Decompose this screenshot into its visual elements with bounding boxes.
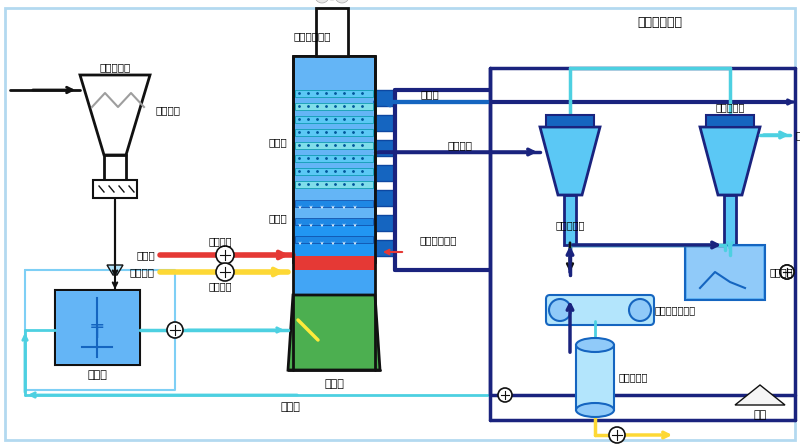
Polygon shape (107, 265, 123, 275)
Text: 石膏: 石膏 (754, 410, 766, 420)
Text: 循环水: 循环水 (280, 402, 300, 412)
Ellipse shape (576, 338, 614, 352)
Polygon shape (735, 385, 785, 405)
Bar (375, 140, 395, 156)
Text: 回收水箱: 回收水箱 (770, 267, 794, 277)
Text: 工业水: 工业水 (421, 89, 439, 99)
Circle shape (780, 265, 794, 279)
Bar (375, 115, 395, 131)
Bar (375, 165, 395, 181)
Bar (104, 155, 126, 180)
Text: 增压风机: 增压风机 (208, 236, 232, 246)
Text: 除雾器: 除雾器 (268, 137, 287, 147)
Text: 氧化风机: 氧化风机 (208, 281, 232, 291)
Text: 废水旋流器: 废水旋流器 (715, 102, 745, 112)
Bar (293, 56, 375, 262)
Text: 石膏浆液: 石膏浆液 (447, 140, 473, 150)
Bar (375, 90, 395, 106)
Bar (295, 168, 373, 175)
Bar (546, 115, 594, 127)
Bar (295, 218, 373, 225)
Text: 吸收塔: 吸收塔 (324, 379, 344, 389)
Polygon shape (540, 127, 600, 195)
Circle shape (216, 246, 234, 264)
Circle shape (315, 0, 329, 3)
Polygon shape (288, 295, 380, 370)
Bar (55, 290, 140, 365)
Bar (56, 291, 139, 364)
Bar (687, 247, 763, 298)
Text: 石膏旋流器: 石膏旋流器 (555, 220, 585, 230)
Bar (375, 215, 395, 231)
Circle shape (629, 299, 651, 321)
Bar (295, 90, 373, 97)
Bar (685, 245, 765, 300)
Bar (295, 103, 373, 110)
Text: ₸: ₸ (90, 322, 103, 342)
Text: 废水: 废水 (795, 130, 800, 140)
Text: 喷淋层: 喷淋层 (268, 213, 287, 223)
Bar (295, 181, 373, 188)
Bar (576, 345, 614, 410)
Bar (375, 240, 395, 256)
Polygon shape (700, 127, 760, 195)
Text: 真空皮带脱水机: 真空皮带脱水机 (655, 305, 696, 315)
Text: 氧化空气: 氧化空气 (130, 267, 155, 277)
Bar (295, 129, 373, 136)
Bar (295, 116, 373, 123)
Circle shape (167, 322, 183, 338)
FancyBboxPatch shape (546, 295, 654, 325)
Circle shape (335, 0, 349, 3)
Bar (724, 195, 736, 245)
Bar (293, 270, 375, 295)
Text: 制浆箱: 制浆箱 (87, 370, 107, 380)
Circle shape (498, 388, 512, 402)
Circle shape (549, 299, 571, 321)
Ellipse shape (576, 403, 614, 417)
Bar (295, 142, 373, 149)
Bar (706, 115, 754, 127)
Bar (375, 190, 395, 206)
Text: 石膏脱水系统: 石膏脱水系统 (638, 16, 682, 29)
Bar (295, 200, 373, 207)
Text: 气液分离器: 气液分离器 (619, 372, 648, 382)
Text: 脱硫剂制备: 脱硫剂制备 (99, 62, 130, 72)
Bar (564, 195, 576, 245)
Circle shape (609, 427, 625, 443)
Bar (295, 155, 373, 162)
Circle shape (780, 265, 794, 279)
Bar (293, 256, 375, 270)
Bar (93, 180, 137, 198)
Text: 吸收氧化系统: 吸收氧化系统 (294, 31, 330, 41)
Text: 原烟气: 原烟气 (136, 250, 155, 260)
Circle shape (216, 263, 234, 281)
Text: 石灰石粉: 石灰石粉 (155, 105, 180, 115)
Bar (316, 8, 348, 56)
Text: 旋汇耦合装置: 旋汇耦合装置 (420, 235, 458, 245)
Bar (295, 236, 373, 243)
Bar (293, 220, 375, 268)
Polygon shape (80, 75, 150, 155)
